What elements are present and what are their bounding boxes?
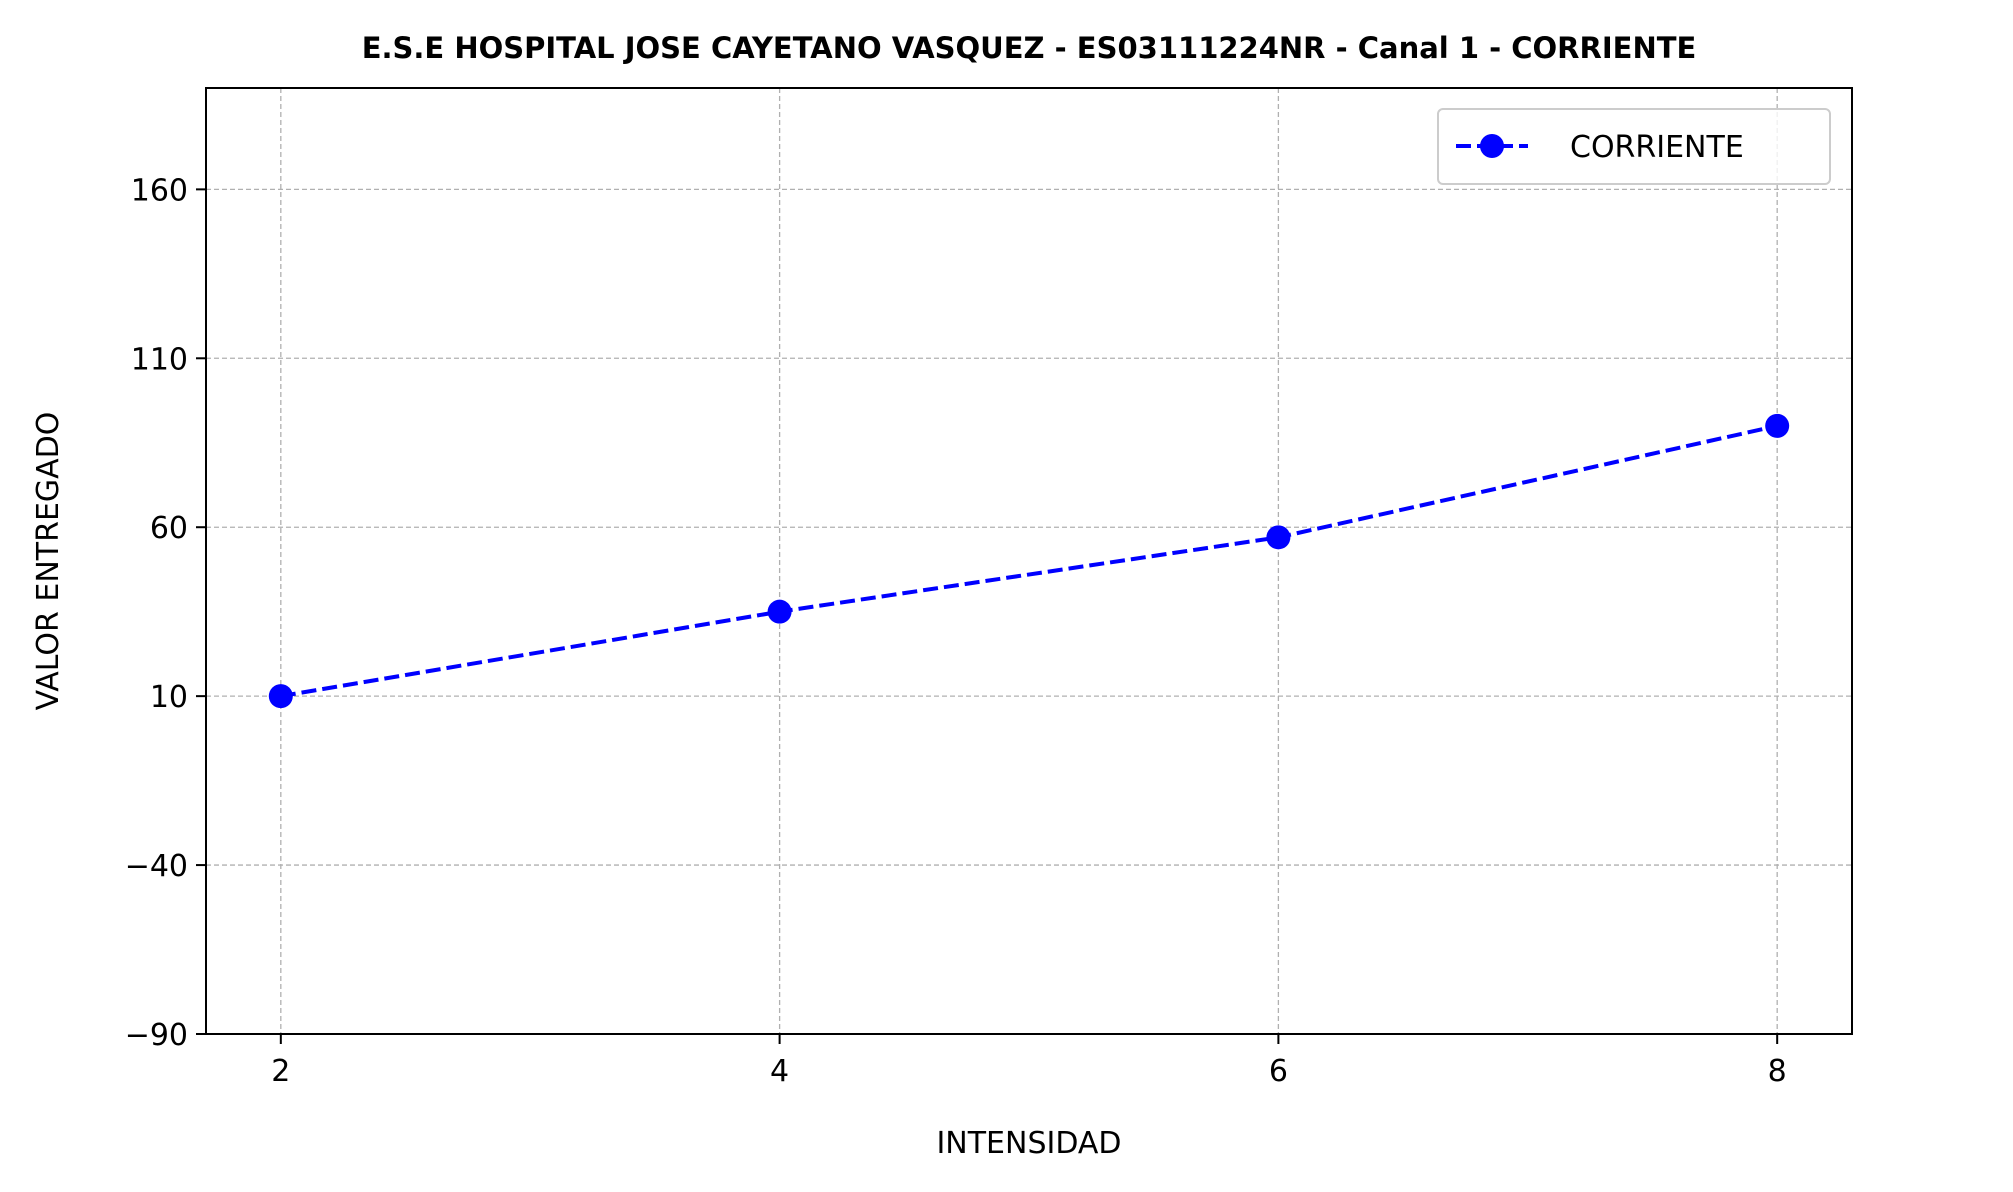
legend-box [1437,108,1831,185]
series-layer [268,413,1790,709]
series-line-corriente [280,423,1778,699]
data-point [767,599,792,624]
data-point [1765,413,1790,438]
x-tick-label: 4 [770,1054,789,1089]
y-tick-label: 110 [131,342,188,377]
data-point [268,684,293,709]
y-tick-label: −40 [125,849,188,884]
y-axis-label: VALOR ENTREGADO [31,412,66,711]
x-axis-label: INTENSIDAD [936,1126,1121,1161]
legend-marker-swatch [1480,134,1504,158]
legend-label: CORRIENTE [1570,130,1744,165]
plot-frame [205,87,1853,1035]
y-tick-label: 160 [131,173,188,208]
data-point [1266,525,1291,550]
x-tick-label: 2 [271,1054,290,1089]
y-tick-label: 60 [150,511,188,546]
y-tick-label: −90 [125,1018,188,1053]
legend: CORRIENTE [1437,108,1831,185]
y-tick-label: 10 [150,680,188,715]
x-tick-label: 8 [1768,1054,1787,1089]
x-tick-label: 6 [1269,1054,1288,1089]
chart-title: E.S.E HOSPITAL JOSE CAYETANO VASQUEZ - E… [362,31,1697,65]
axis-ticks: 2 4 6 8 −90 −40 10 60 110 160 [125,173,1787,1089]
